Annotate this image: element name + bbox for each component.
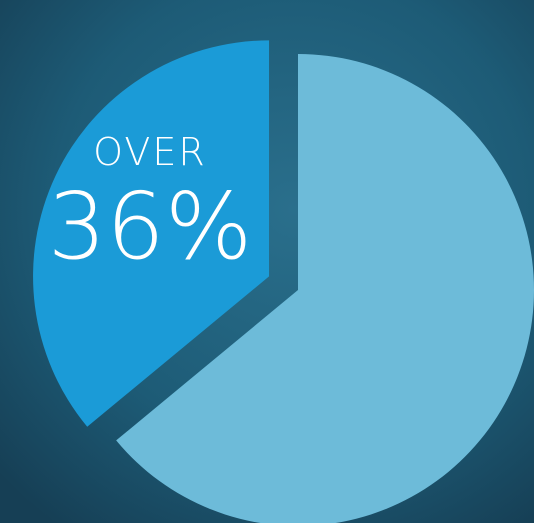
pie-slice <box>33 40 270 427</box>
pie-slice <box>116 54 534 523</box>
data-label: 36% <box>48 173 252 280</box>
pie <box>33 40 534 523</box>
annotation: OVER <box>93 130 207 174</box>
